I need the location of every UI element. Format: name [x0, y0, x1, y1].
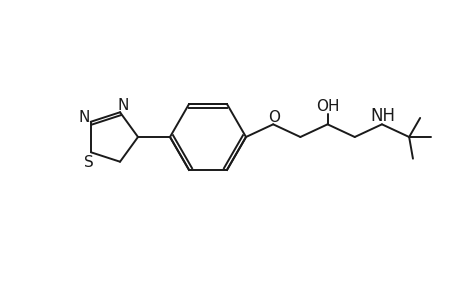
Text: NH: NH [369, 107, 395, 125]
Text: N: N [117, 98, 129, 113]
Text: N: N [78, 110, 90, 125]
Text: O: O [268, 110, 280, 125]
Text: S: S [84, 155, 94, 170]
Text: OH: OH [315, 99, 339, 114]
